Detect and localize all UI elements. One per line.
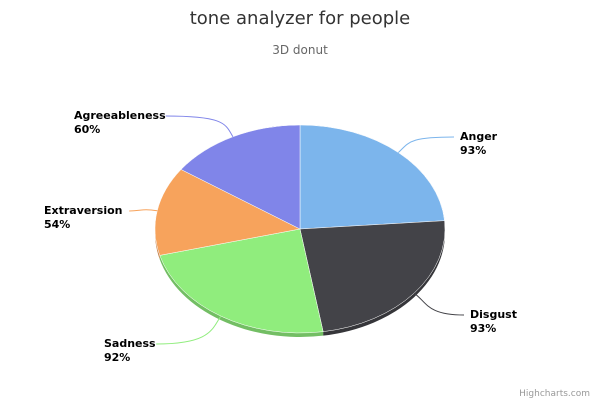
data-labels: Anger93%Disgust93%Sadness92%Extraversion… [44,109,517,364]
slice-extraversion[interactable] [154,169,301,256]
data-label-name: Sadness [104,337,156,350]
data-label-value: 92% [104,351,130,364]
data-label-name: Anger [460,130,498,143]
data-label-value: 93% [470,322,496,335]
slice-disgust[interactable] [299,220,446,332]
connector-sadness [156,315,222,345]
data-label-name: Disgust [470,308,517,321]
chart-subtitle: 3D donut [272,43,328,57]
data-label-value: 60% [74,123,100,136]
data-label-value: 54% [44,218,70,231]
credits-link[interactable]: Highcharts.com [519,389,590,399]
connector-agreeableness [165,115,234,138]
connector-extraversion [129,209,158,212]
connector-disgust [413,292,465,316]
data-label-name: Agreeableness [74,109,166,122]
chart-title: tone analyzer for people [190,8,411,29]
data-label-name: Extraversion [44,204,122,217]
slice-agreeableness[interactable] [180,124,301,230]
data-label-value: 93% [460,144,486,157]
connector-anger [397,136,455,153]
label-connectors [129,115,465,345]
pie-slices [154,124,446,337]
slice-anger[interactable] [299,124,445,230]
